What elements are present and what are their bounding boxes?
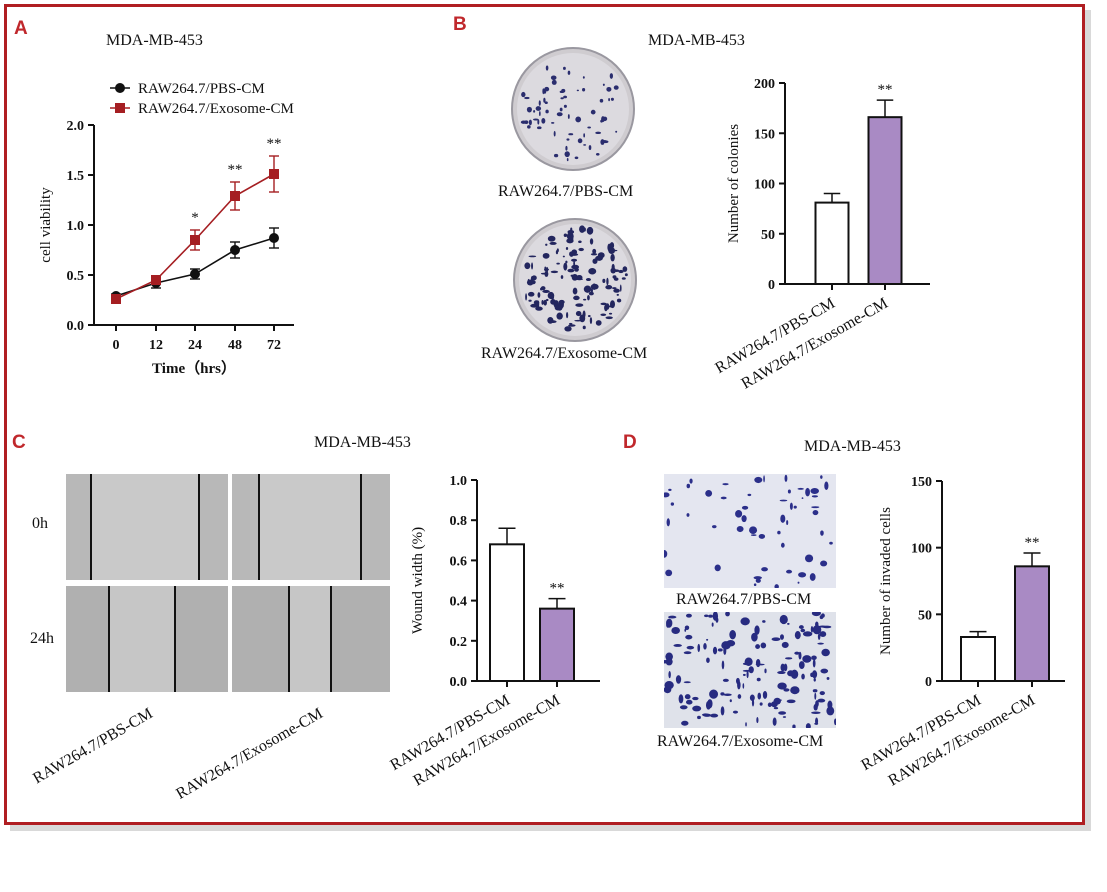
- legend-label: RAW264.7/Exosome-CM: [138, 101, 294, 117]
- data-point: [230, 191, 240, 201]
- data-point: [269, 233, 279, 243]
- y-tick-label: 0.0: [450, 675, 468, 690]
- y-tick-label: 0.4: [450, 595, 468, 610]
- data-point: [190, 235, 200, 245]
- data-point: [111, 294, 121, 304]
- x-tick-label: 24: [188, 338, 202, 353]
- y-tick-label: 50: [918, 608, 932, 623]
- colony-dish-pbs-image: [511, 47, 635, 171]
- y-tick-label: 1.0: [450, 474, 468, 489]
- colony-dish-exosome-image: [513, 218, 637, 342]
- row-label-0h: 0h: [32, 515, 48, 532]
- significance-label: **: [228, 162, 243, 178]
- y-tick-label: 0.8: [450, 514, 468, 529]
- panel-d-title: MDA-MB-453: [804, 438, 901, 455]
- panel-b-title: MDA-MB-453: [648, 32, 745, 49]
- panel-b-letter: B: [453, 14, 467, 35]
- legend-marker: [115, 103, 125, 113]
- y-tick-label: 0.0: [67, 319, 85, 334]
- y-tick-label: 200: [754, 77, 775, 92]
- significance-label: **: [267, 136, 282, 152]
- dish-label-exosome: RAW264.7/Exosome-CM: [481, 345, 648, 362]
- x-tick-label: 48: [228, 338, 242, 353]
- cell-viability-line-chart: 0.0 0.5 1.0 1.5 2.0 0 12 24 48 72 Time（hrs） cell vi…: [38, 81, 294, 377]
- y-axis-label: Number of invaded cells: [878, 507, 894, 655]
- y-tick-label: 150: [911, 475, 932, 490]
- invasion-image-exosome: [664, 612, 836, 728]
- y-tick-label: 1.0: [67, 219, 85, 234]
- data-point: [230, 245, 240, 255]
- panel-a-letter: A: [14, 18, 28, 39]
- significance-label: *: [191, 210, 199, 226]
- bar: [814, 201, 850, 285]
- y-tick-label: 0: [768, 278, 775, 293]
- bar: [539, 607, 575, 682]
- wound-image-exosome-24h: [232, 586, 390, 692]
- y-tick-label: 0.2: [450, 635, 468, 650]
- y-tick-label: 0: [925, 675, 932, 690]
- data-point: [151, 275, 161, 285]
- x-tick-label: 72: [267, 338, 281, 353]
- invasion-image-pbs: [664, 474, 836, 588]
- y-axis-label: cell viability: [38, 187, 54, 263]
- data-point: [190, 269, 200, 279]
- y-tick-label: 1.5: [67, 169, 85, 184]
- significance-label: **: [1025, 535, 1040, 551]
- panel-c-title: MDA-MB-453: [314, 434, 411, 451]
- x-tick-label: 12: [149, 338, 163, 353]
- data-point: [269, 169, 279, 179]
- wound-image-pbs-0h: [66, 474, 228, 580]
- invasion-label-pbs: RAW264.7/PBS-CM: [676, 591, 812, 608]
- bar: [489, 543, 525, 682]
- row-label-24h: 24h: [30, 630, 54, 647]
- y-tick-label: 0.5: [67, 269, 85, 284]
- x-tick-label: 0: [113, 338, 120, 353]
- y-tick-label: 100: [911, 542, 932, 557]
- x-axis-label: Time（hrs）: [152, 359, 236, 377]
- significance-label: **: [878, 82, 893, 98]
- wound-image-exosome-0h: [232, 474, 390, 580]
- y-tick-label: 100: [754, 178, 775, 193]
- bar: [960, 636, 996, 682]
- panel-d-letter: D: [623, 432, 637, 453]
- significance-label: **: [550, 581, 565, 597]
- legend-marker: [115, 83, 125, 93]
- y-axis-label: Number of colonies: [726, 124, 742, 243]
- y-tick-label: 2.0: [67, 119, 85, 134]
- dish-label-pbs: RAW264.7/PBS-CM: [498, 183, 634, 200]
- wound-image-pbs-24h: [66, 586, 228, 692]
- y-tick-label: 50: [761, 228, 775, 243]
- bar: [867, 116, 903, 285]
- y-tick-label: 150: [754, 127, 775, 142]
- legend-label: RAW264.7/PBS-CM: [138, 81, 265, 97]
- bar: [1014, 565, 1050, 682]
- y-tick-label: 0.6: [450, 554, 468, 569]
- panel-c-letter: C: [12, 432, 26, 453]
- y-axis-label: Wound width (%): [410, 527, 426, 634]
- panel-a-title: MDA-MB-453: [106, 32, 203, 49]
- invasion-label-exosome: RAW264.7/Exosome-CM: [657, 733, 824, 750]
